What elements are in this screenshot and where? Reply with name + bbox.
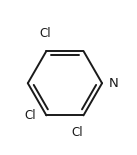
Text: Cl: Cl [39, 27, 51, 40]
Text: Cl: Cl [24, 109, 36, 122]
Text: Cl: Cl [71, 126, 83, 139]
Text: N: N [109, 77, 118, 90]
